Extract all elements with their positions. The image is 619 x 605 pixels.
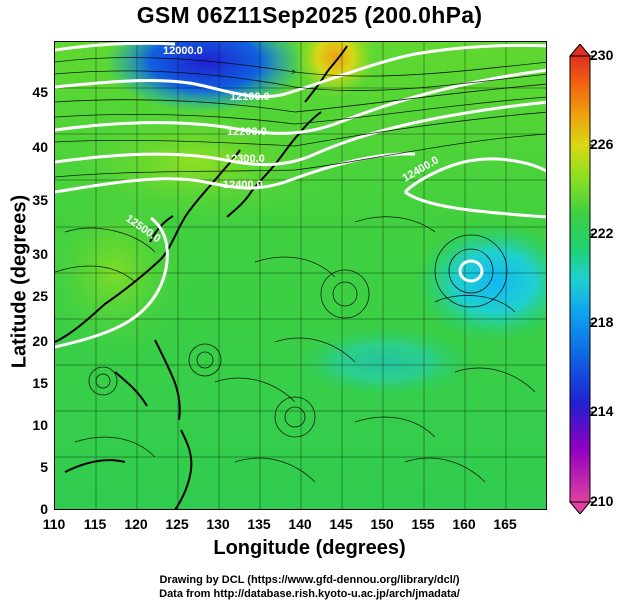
colorbar-gradient (569, 55, 591, 503)
coastlines (55, 45, 348, 509)
x-tick-label: 130 (206, 516, 230, 532)
x-tick-label: 145 (329, 516, 353, 532)
y-tick-label: 0 (40, 501, 48, 517)
contour-12100 (55, 43, 546, 99)
x-tick-label: 110 (42, 516, 66, 532)
contour-12200 (55, 68, 546, 135)
y-tick-label: 35 (32, 192, 48, 208)
contour-label: 12200.0 (227, 126, 267, 138)
x-tick-label: 140 (288, 516, 312, 532)
y-tick-label: 40 (32, 139, 48, 155)
y-tick-label: 45 (32, 84, 48, 100)
vortex-streamlines (88, 234, 508, 438)
x-tick-label: 115 (83, 516, 107, 532)
contour-label: 12000.0 (163, 45, 203, 57)
colorbar-ticks (590, 55, 594, 503)
x-axis-label: Longitude (degrees) (213, 537, 406, 559)
cool-patch (295, 327, 475, 397)
x-tick-label: 160 (452, 516, 476, 532)
x-tick-label: 155 (411, 516, 435, 532)
colorbar-label: 218 (590, 314, 614, 330)
colorbar (568, 44, 594, 514)
credit-line-1: Drawing by DCL (https://www.gfd-dennou.o… (159, 574, 460, 586)
contour-label: 12300.0 (225, 153, 265, 165)
cold-core-north (105, 42, 305, 112)
x-tick-label: 150 (370, 516, 394, 532)
y-tick-label: 25 (32, 288, 48, 304)
map-svg: 12000.0 12100.0 12200.0 12300.0 12400.0 … (55, 42, 546, 509)
chart-title: GSM 06Z11Sep2025 (200.0hPa) (136, 2, 483, 28)
map-plot-area: 12000.0 12100.0 12200.0 12300.0 12400.0 … (54, 41, 547, 510)
colorbar-label: 226 (590, 136, 614, 152)
contour-label: 12100.0 (230, 91, 270, 103)
contour-12400-east-lower (404, 190, 546, 219)
contour-12500 (55, 216, 169, 349)
y-tick-label: 15 (32, 375, 48, 391)
credit-line-2: Data from http://database.rish.kyoto-u.a… (159, 588, 460, 600)
y-tick-label: 10 (32, 417, 48, 433)
contour-label: 12400.0 (223, 179, 263, 191)
contour-12300 (55, 100, 546, 167)
cool-core-east (415, 222, 546, 342)
colorbar-label: 210 (590, 493, 614, 509)
colorbar-bottom-arrow (568, 501, 592, 514)
colorbar-label: 222 (590, 225, 614, 241)
x-tick-label: 125 (165, 516, 189, 532)
x-tick-label: 120 (124, 516, 148, 532)
x-tick-label: 165 (493, 516, 517, 532)
colorbar-label: 230 (590, 47, 614, 63)
contour-12000 (55, 42, 176, 52)
contour-12400-east (403, 157, 546, 194)
colorbar-label: 214 (590, 403, 614, 419)
y-tick-label: 30 (32, 246, 48, 262)
wind-streamlines (55, 57, 546, 483)
contour-closed-high (458, 259, 484, 283)
colorbar-top-arrow (568, 44, 592, 57)
y-axis-label: Latitude (degrees) (8, 194, 31, 369)
x-tick-label: 135 (247, 516, 271, 532)
y-tick-label: 5 (40, 459, 48, 475)
height-contours (55, 42, 546, 349)
y-tick-label: 20 (32, 333, 48, 349)
